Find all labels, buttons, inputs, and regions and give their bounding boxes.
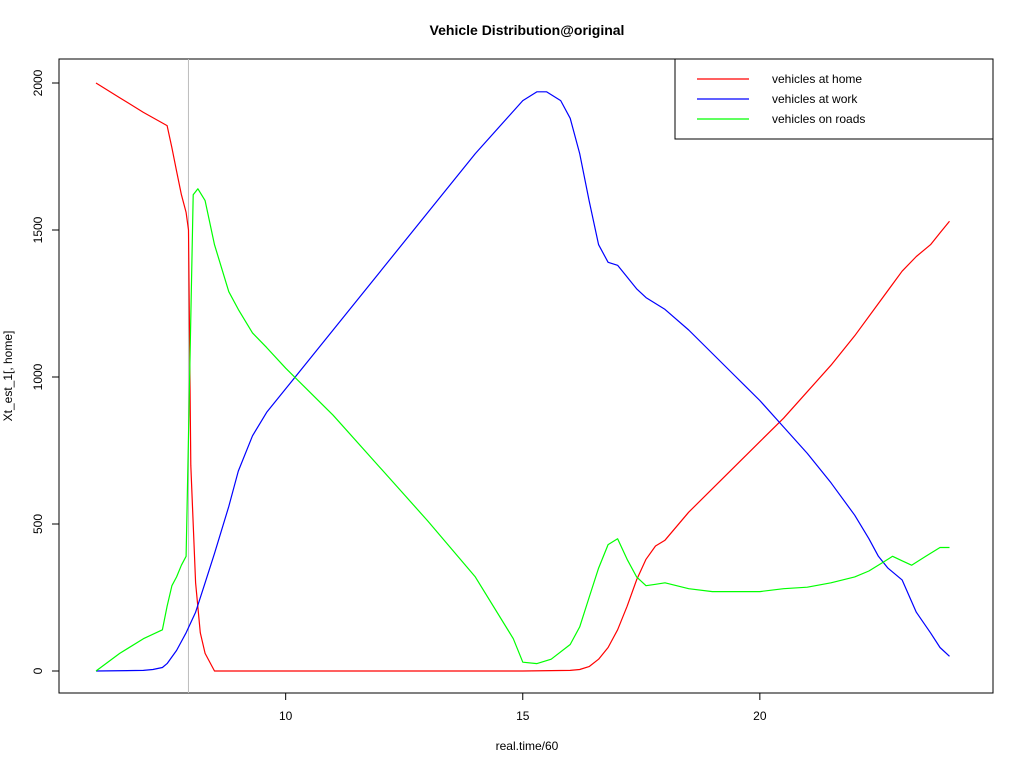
x-tick-label: 10 xyxy=(279,709,293,723)
series-line-2 xyxy=(95,91,950,672)
y-tick-label: 0 xyxy=(31,667,45,674)
y-axis-label: Xt_est_1[, home] xyxy=(1,331,15,422)
legend-label: vehicles at home xyxy=(772,72,862,86)
series-line-1 xyxy=(95,82,950,672)
x-axis-label: real.time/60 xyxy=(496,739,559,753)
chart-title: Vehicle Distribution@original xyxy=(430,22,625,38)
y-tick-label: 500 xyxy=(31,514,45,534)
legend-box xyxy=(674,58,994,140)
legend-label: vehicles at work xyxy=(772,92,858,106)
legend: vehicles at home vehicles at work vehicles… xyxy=(674,58,994,140)
x-tick-label: 15 xyxy=(516,709,530,723)
series-line-3 xyxy=(95,188,950,672)
series-layer xyxy=(95,82,950,672)
x-axis: 10 15 20 xyxy=(279,693,767,723)
y-axis: 0 500 1000 1500 2000 xyxy=(31,69,59,674)
y-tick-label: 1000 xyxy=(31,363,45,390)
x-tick-label: 20 xyxy=(753,709,767,723)
y-tick-label: 1500 xyxy=(31,216,45,243)
plot-frame xyxy=(58,58,994,694)
y-tick-label: 2000 xyxy=(31,69,45,96)
legend-label: vehicles on roads xyxy=(772,112,865,126)
